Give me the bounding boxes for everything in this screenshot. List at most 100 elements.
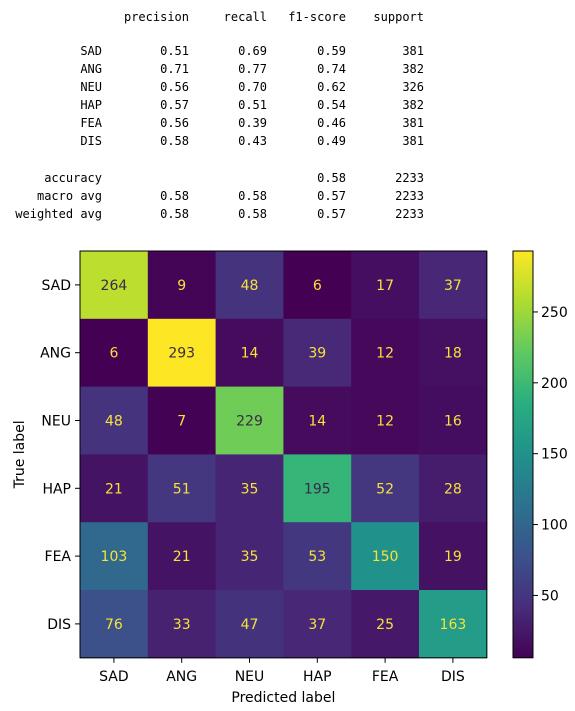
- heatmap-cell: [80, 251, 149, 320]
- report-row-label: ANG: [80, 62, 102, 76]
- heatmap-cell-value: 12: [376, 414, 394, 430]
- y-tick-label: DIS: [47, 617, 71, 633]
- heatmap-cell: [419, 522, 488, 591]
- heatmap-cell: [351, 386, 420, 455]
- heatmap-cell-value: 52: [376, 481, 394, 497]
- report-value: 382: [402, 98, 424, 112]
- report-value: 382: [402, 62, 424, 76]
- confusion-matrix-figure: 264 9 48 6 17 37 6 293 14 39 12 18 48 7 229 14 12 16 21 51 3…: [12, 250, 568, 706]
- report-value: 2233: [395, 207, 424, 221]
- report-value: 0.71: [160, 62, 189, 76]
- report-value: 0.43: [238, 134, 267, 148]
- heatmap-cell-value: 53: [308, 549, 326, 565]
- heatmap-cell-value: 48: [105, 414, 123, 430]
- report-value: 0.58: [160, 207, 189, 221]
- heatmap-cell-value: 229: [236, 414, 263, 430]
- heatmap-cell: [147, 522, 217, 591]
- heatmap-cell-value: 103: [101, 549, 128, 565]
- y-tick-label: SAD: [41, 278, 71, 294]
- y-tick-label: ANG: [40, 346, 71, 362]
- heatmap-cell: [351, 318, 420, 388]
- heatmap-cell-value: 6: [313, 278, 322, 294]
- report-value: 0.39: [238, 116, 267, 130]
- heatmap-cell: [283, 251, 352, 320]
- report-value: 0.59: [317, 44, 346, 58]
- heatmap-cell: [80, 590, 149, 659]
- heatmap-cell: [215, 522, 284, 591]
- heatmap-cell: [147, 251, 217, 320]
- x-tick-label: NEU: [235, 669, 265, 685]
- report-row-label: NEU: [80, 80, 102, 94]
- heatmap-cell: [215, 454, 284, 523]
- report-value: 0.58: [238, 189, 267, 203]
- report-row-label: HAP: [80, 98, 102, 112]
- report-value: 0.46: [317, 116, 346, 130]
- heatmap-cell-value: 48: [241, 278, 259, 294]
- x-axis-ticks: SAD ANG NEU HAP FEA DIS: [99, 657, 465, 685]
- heatmap-cell: [80, 386, 149, 455]
- heatmap-cell: [419, 318, 488, 388]
- heatmap-cell: [351, 251, 420, 320]
- heatmap-cell-value: 150: [372, 549, 399, 565]
- heatmap-frame: [79, 250, 488, 659]
- report-column-header: support: [373, 10, 424, 24]
- colorbar: [512, 250, 534, 659]
- x-tick-label: FEA: [372, 669, 399, 685]
- heatmap-cell-value: 19: [444, 549, 462, 565]
- report-value: 0.54: [317, 98, 346, 112]
- report-value: 0.57: [160, 98, 189, 112]
- heatmap-cell-value: 51: [173, 481, 191, 497]
- report-value: 0.77: [238, 62, 267, 76]
- heatmap-cell: [351, 590, 420, 659]
- report-value: 0.57: [317, 189, 346, 203]
- heatmap-cell-value: 12: [376, 346, 394, 362]
- heatmap-cell: [215, 386, 284, 455]
- heatmap-cell-value: 6: [109, 346, 118, 362]
- heatmap-cell-value: 35: [241, 549, 259, 565]
- heatmap-cell-value: 16: [444, 414, 462, 430]
- x-tick-label: ANG: [166, 669, 197, 685]
- colorbar-tick-label: 150: [541, 447, 568, 463]
- heatmap-cell: [283, 522, 352, 591]
- heatmap-cell-value: 163: [440, 617, 467, 633]
- heatmap-cell-value: 39: [308, 346, 326, 362]
- heatmap-cell-value: 21: [105, 481, 123, 497]
- heatmap-cell-value: 17: [376, 278, 394, 294]
- heatmap-cell: [215, 251, 284, 320]
- report-value: 381: [402, 44, 424, 58]
- heatmap-cell: [283, 454, 352, 523]
- heatmap-cell: [283, 318, 352, 388]
- colorbar-tick-label: 200: [541, 376, 568, 392]
- report-value: 0.57: [317, 207, 346, 221]
- heatmap-cell: [147, 386, 217, 455]
- report-value: 0.58: [160, 189, 189, 203]
- y-axis-ticks: SAD ANG NEU HAP FEA DIS: [40, 278, 80, 633]
- report-value: 381: [402, 134, 424, 148]
- heatmap-cell: [215, 318, 284, 388]
- report-value: 0.56: [160, 80, 189, 94]
- heatmap-cell: [419, 386, 488, 455]
- heatmap-cell-value: 7: [177, 414, 186, 430]
- heatmap-cell: [80, 522, 149, 591]
- heatmap-cell-value: 195: [304, 481, 331, 497]
- heatmap-cell-value: 14: [308, 414, 326, 430]
- report-value: 0.70: [238, 80, 267, 94]
- report-summary-label: weighted avg: [15, 207, 102, 221]
- heatmap-cell-value: 76: [105, 617, 123, 633]
- classification-report: precision recall f1-score support SAD 0.51 0.6…: [0, 0, 575, 235]
- colorbar-tick-label: 50: [541, 588, 559, 604]
- x-tick-label: HAP: [303, 669, 332, 685]
- report-value: 0.58: [317, 171, 346, 185]
- heatmap-cell: [351, 522, 420, 591]
- heatmap-cell: [80, 454, 149, 523]
- heatmap-cell-value: 264: [101, 278, 128, 294]
- report-value: 381: [402, 116, 424, 130]
- x-axis-label: Predicted label: [231, 690, 335, 706]
- y-tick-label: NEU: [41, 414, 71, 430]
- heatmap-cells: [80, 251, 488, 659]
- y-tick-label: HAP: [42, 481, 71, 497]
- y-tick-label: FEA: [45, 549, 72, 565]
- report-value: 0.62: [317, 80, 346, 94]
- heatmap-cell: [419, 590, 488, 659]
- report-row-label: DIS: [80, 134, 102, 148]
